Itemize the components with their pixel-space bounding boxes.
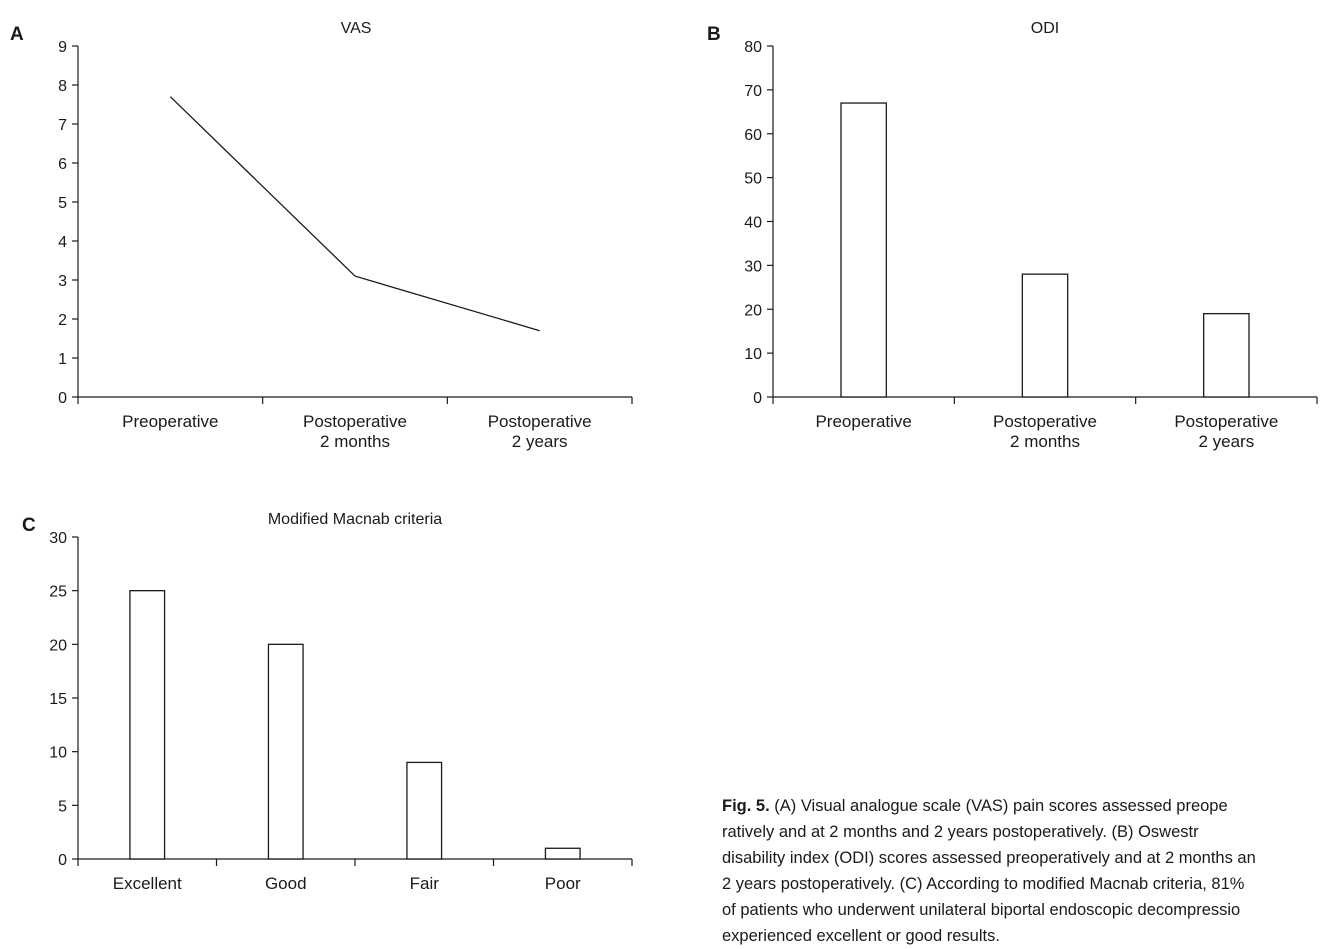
y-tick-label: 20: [744, 302, 762, 319]
y-tick-label: 8: [58, 78, 67, 95]
y-tick-label: 20: [49, 637, 67, 654]
chart-title: ODI: [1031, 20, 1059, 37]
caption-line-6: experienced excellent or good results.: [722, 927, 1000, 945]
y-tick-label: 70: [744, 83, 762, 100]
y-tick-label: 0: [753, 390, 762, 407]
caption-line-4: 2 years postoperatively. (C) According t…: [722, 875, 1245, 893]
y-tick-label: 40: [744, 215, 762, 232]
y-tick-label: 0: [58, 390, 67, 407]
x-category-label: Poor: [545, 874, 581, 893]
panel-letter: B: [707, 24, 721, 45]
x-category-label: Postoperative: [993, 412, 1097, 431]
x-category-label: Preoperative: [122, 412, 218, 431]
vas-series-line: [169, 96, 540, 332]
y-tick-label: 10: [49, 745, 67, 762]
y-tick-label: 7: [58, 117, 67, 134]
chart-odi: B ODI 0 10 20 30 40 50 60 70 80 Preoperative Postope…: [707, 20, 1318, 451]
caption-text: (A) Visual analogue scale (VAS) pain sco…: [769, 797, 1228, 815]
x-category-label: 2 years: [1198, 432, 1254, 451]
caption-line-2: ratively and at 2 months and 2 years pos…: [722, 823, 1199, 841]
y-tick-label: 6: [58, 156, 67, 173]
x-category-label: Excellent: [113, 874, 182, 893]
bar: [840, 102, 887, 398]
caption-line-5: of patients who underwent unilateral bip…: [722, 901, 1241, 919]
caption-figure-number: Fig. 5.: [722, 797, 770, 815]
x-category-label: 2 months: [1010, 432, 1080, 451]
x-category-label: Preoperative: [815, 412, 911, 431]
chart-title: Modified Macnab criteria: [268, 511, 442, 528]
x-category-label: Postoperative: [488, 412, 592, 431]
y-tick-label: 30: [744, 258, 762, 275]
y-tick-label: 5: [58, 798, 67, 815]
chart-title: VAS: [341, 20, 372, 37]
caption-line-1: Fig. 5. (A) Visual analogue scale (VAS) …: [722, 793, 1321, 819]
chart-macnab: C Modified Macnab criteria 0 5 10 15 20 25 30 Exc…: [22, 511, 633, 893]
y-tick-label: 1: [58, 351, 67, 368]
x-category-label: 2 years: [512, 432, 568, 451]
panel-letter: C: [22, 515, 36, 536]
y-tick-label: 9: [58, 39, 67, 56]
y-tick-label: 30: [49, 530, 67, 547]
y-tick-label: 80: [744, 39, 762, 56]
x-category-label: Postoperative: [303, 412, 407, 431]
bar: [267, 643, 304, 860]
y-tick-label: 0: [58, 852, 67, 869]
y-tick-label: 60: [744, 127, 762, 144]
bar: [1021, 273, 1069, 398]
bar: [129, 590, 166, 860]
y-tick-label: 15: [49, 691, 67, 708]
caption-line-3: disability index (ODI) scores assessed p…: [722, 849, 1256, 867]
y-tick-label: 3: [58, 273, 67, 290]
y-tick-label: 50: [744, 171, 762, 188]
y-tick-label: 10: [744, 346, 762, 363]
y-tick-label: 5: [58, 195, 67, 212]
y-tick-label: 2: [58, 312, 67, 329]
bar: [1203, 312, 1250, 398]
x-category-label: Good: [265, 874, 307, 893]
x-category-label: 2 months: [320, 432, 390, 451]
y-tick-label: 4: [58, 234, 67, 251]
bar: [544, 847, 581, 860]
y-tick-label: 25: [49, 584, 67, 601]
x-category-label: Fair: [410, 874, 440, 893]
figure-caption: Fig. 5. (A) Visual analogue scale (VAS) …: [722, 793, 1321, 949]
x-category-label: Postoperative: [1174, 412, 1278, 431]
bar: [406, 761, 443, 860]
panel-letter: A: [10, 24, 24, 45]
